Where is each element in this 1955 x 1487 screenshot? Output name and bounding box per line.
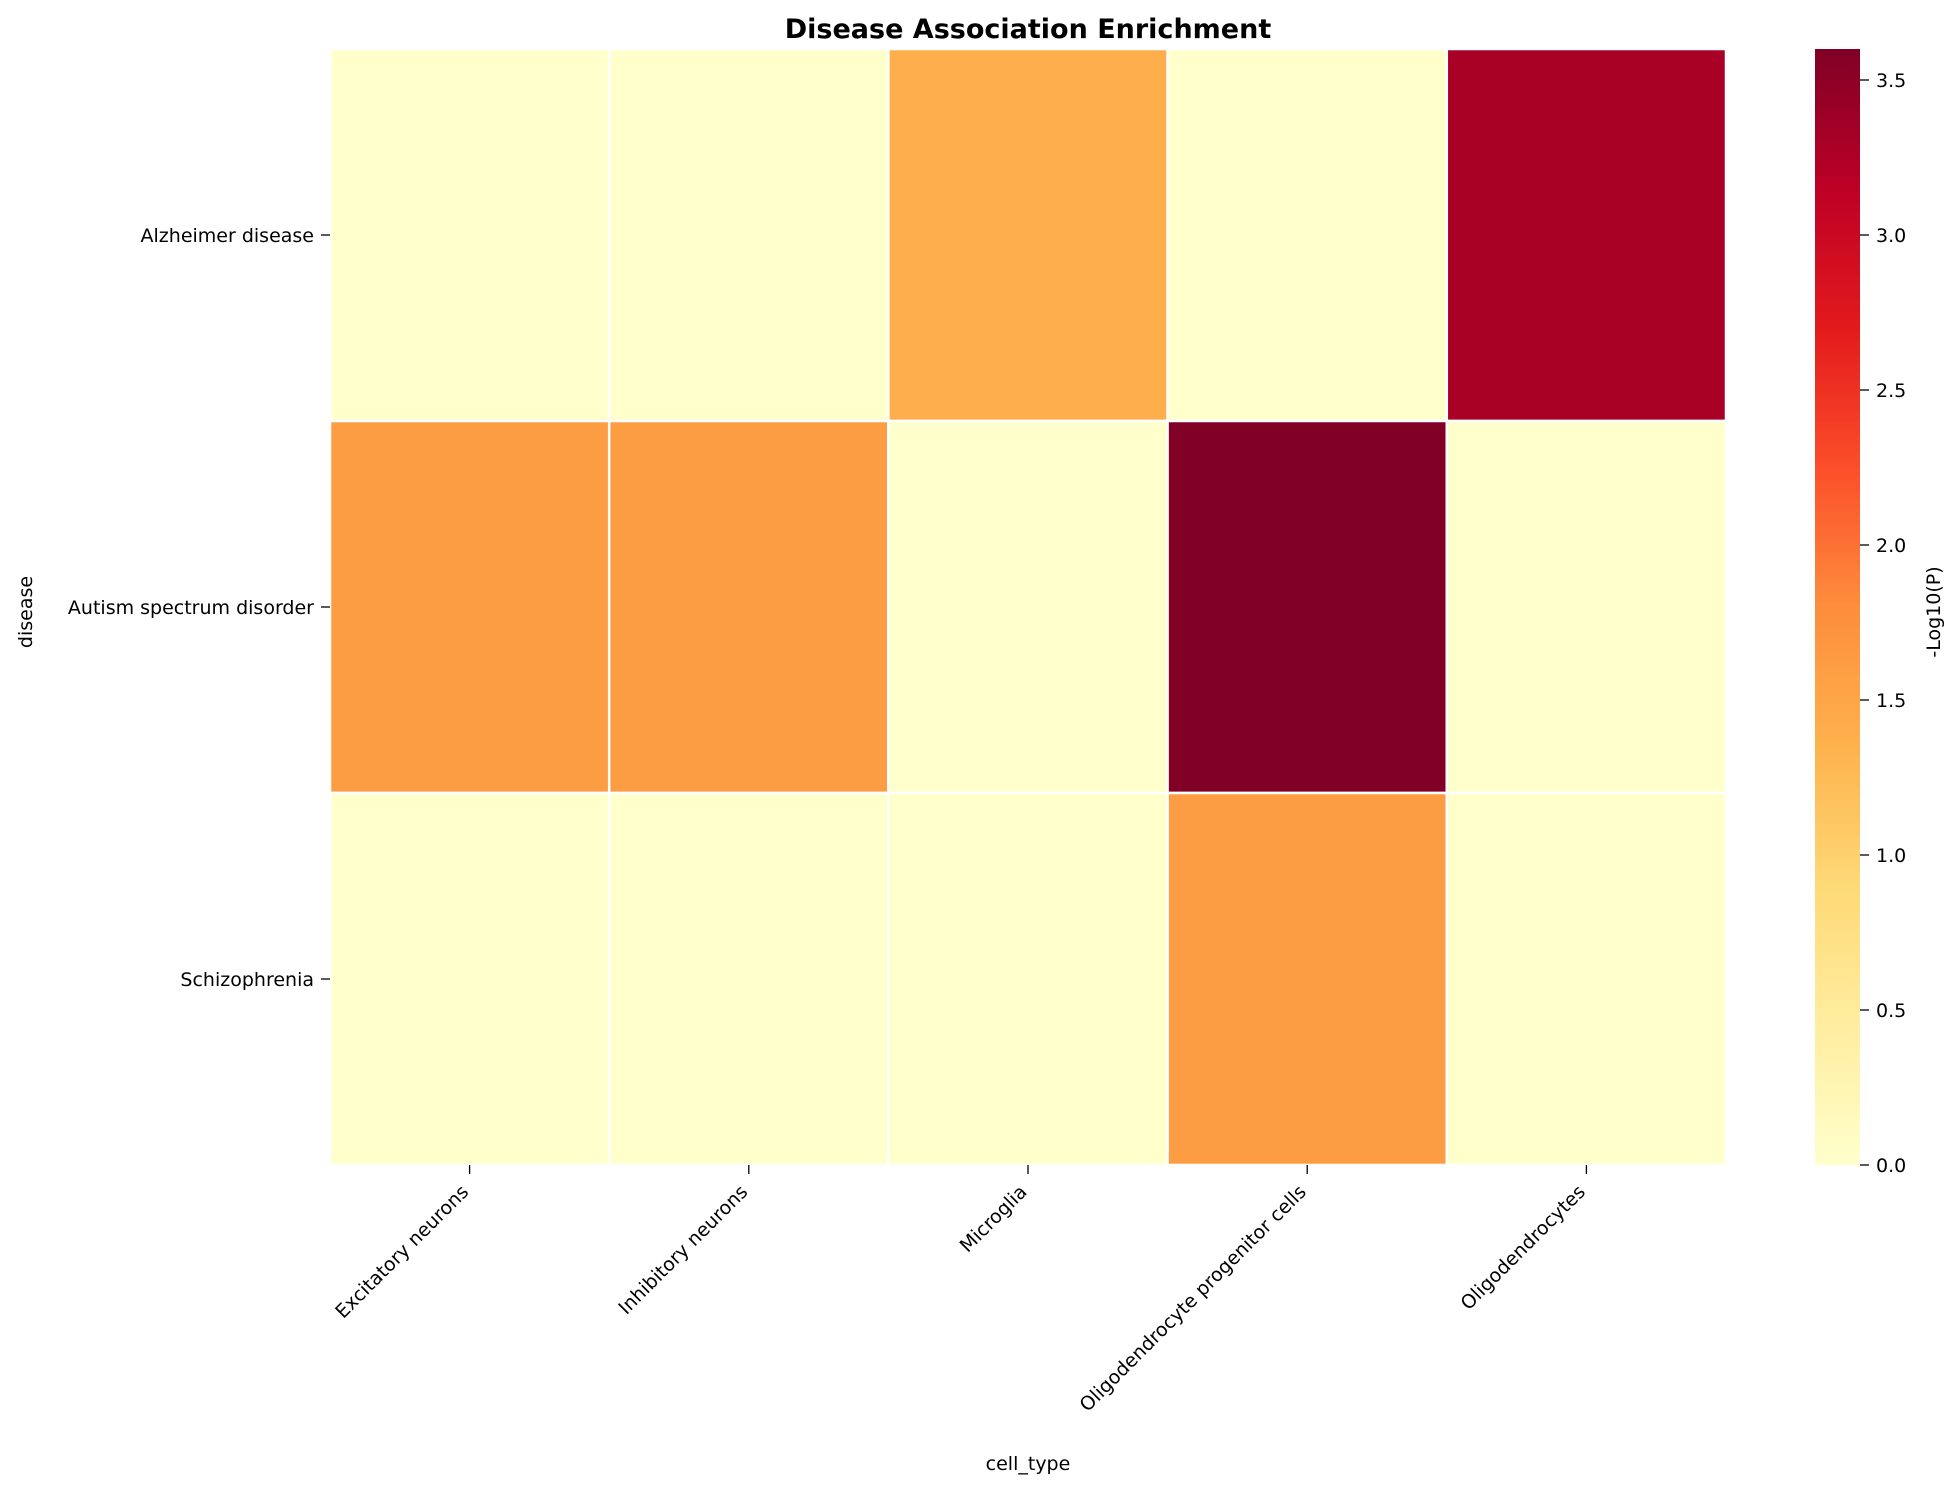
heatmap-cell bbox=[607, 791, 890, 1167]
colorbar-tick-label: 3.5 bbox=[1876, 70, 1906, 92]
y-tick-label: Alzheimer disease bbox=[141, 225, 314, 247]
heatmap-cell bbox=[328, 791, 611, 1167]
x-tick-label: Inhibitory neurons bbox=[614, 1181, 752, 1319]
heatmap-cell bbox=[887, 47, 1169, 423]
x-axis-label: cell_type bbox=[986, 1453, 1071, 1475]
y-axis: Alzheimer disease Autism spectrum disorde… bbox=[68, 225, 330, 991]
heatmap-cell bbox=[607, 47, 890, 423]
y-tick-label: Autism spectrum disorder bbox=[68, 597, 314, 619]
heatmap-cell bbox=[887, 419, 1169, 795]
heatmap-cell bbox=[1166, 791, 1449, 1167]
y-tick-label: Schizophrenia bbox=[180, 969, 314, 991]
colorbar-ticks: 0.0 0.5 1.0 1.5 2.0 2.5 3.0 3.5 bbox=[1860, 70, 1906, 1177]
heatmap-cell bbox=[1445, 791, 1728, 1167]
colorbar-label: -Log10(P) bbox=[1923, 566, 1945, 657]
x-tick-label: Oligodendrocytes bbox=[1456, 1181, 1590, 1315]
colorbar-gradient bbox=[1815, 49, 1860, 1165]
x-tick-label: Microglia bbox=[956, 1181, 1032, 1257]
heatmap-cell bbox=[328, 47, 611, 423]
heatmap-cell bbox=[1166, 419, 1449, 795]
colorbar-tick-label: 1.0 bbox=[1876, 845, 1906, 867]
heatmap-cell bbox=[1445, 419, 1728, 795]
y-axis-label: disease bbox=[15, 576, 37, 648]
heatmap-cell bbox=[328, 419, 611, 795]
heatmap-cell bbox=[1166, 47, 1449, 423]
colorbar-tick-label: 2.0 bbox=[1876, 535, 1906, 557]
colorbar-tick-label: 0.5 bbox=[1876, 1000, 1906, 1022]
heatmap-cell bbox=[1445, 47, 1728, 423]
x-tick-label: Excitatory neurons bbox=[331, 1181, 473, 1323]
colorbar: 0.0 0.5 1.0 1.5 2.0 2.5 3.0 3.5 -Log10(P) bbox=[1815, 49, 1945, 1177]
heatmap-cells bbox=[328, 47, 1728, 1167]
heatmap-cell bbox=[607, 419, 890, 795]
colorbar-tick-label: 3.0 bbox=[1876, 225, 1906, 247]
chart-title: Disease Association Enrichment bbox=[785, 14, 1272, 45]
colorbar-tick-label: 2.5 bbox=[1876, 380, 1906, 402]
x-axis: Excitatory neurons Inhibitory neurons Micr… bbox=[331, 1165, 1590, 1416]
colorbar-tick-label: 1.5 bbox=[1876, 690, 1906, 712]
heatmap-cell bbox=[887, 791, 1169, 1167]
x-tick-label: Oligodendrocyte progenitor cells bbox=[1076, 1181, 1311, 1416]
colorbar-tick-label: 0.0 bbox=[1876, 1155, 1906, 1177]
